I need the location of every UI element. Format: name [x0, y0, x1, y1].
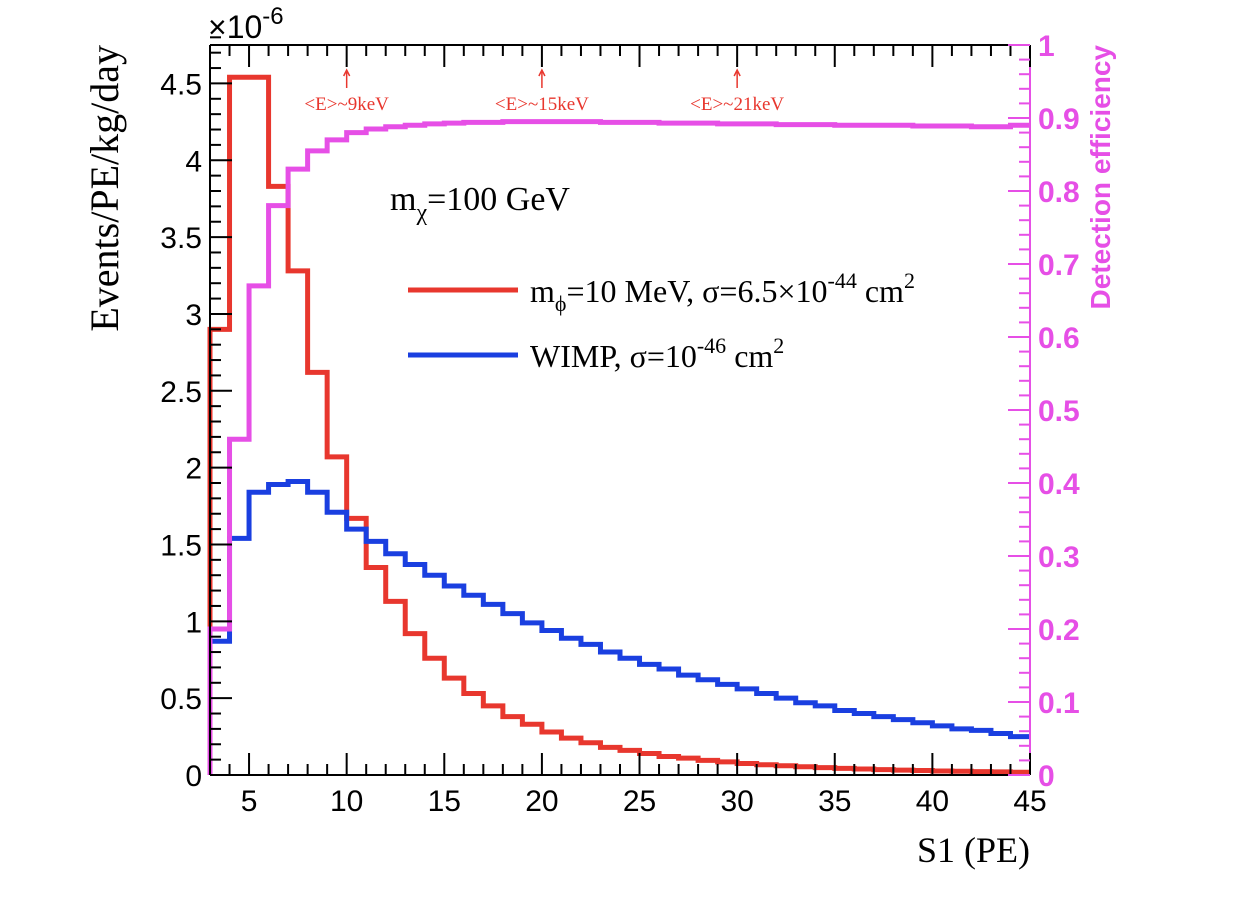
x-tick-label: 20 — [525, 785, 558, 818]
text-group: 5 10 15 20 25 30 35 40 4500.511.522.533.544.500.… — [82, 3, 1116, 870]
x-tick-label: 10 — [330, 785, 363, 818]
y2-tick-label: 0.1 — [1038, 687, 1080, 720]
x-tick-label: 5 — [241, 785, 258, 818]
y-tick-label: 1.5 — [160, 529, 202, 562]
y2-tick-label: 1 — [1038, 30, 1055, 63]
axes-group — [209, 36, 1031, 776]
y2-tick-label: 0.5 — [1038, 395, 1080, 428]
series-line-1 — [207, 478, 1030, 775]
y2-tick-label: 0 — [1038, 760, 1055, 793]
legend-label: mϕ=10 MeV, σ=6.5×10-44 cm2 — [530, 268, 915, 316]
mass-annotation: mχ=100 GeV — [390, 181, 570, 226]
y2-tick-label: 0.2 — [1038, 614, 1080, 647]
y2-tick-label: 0.8 — [1038, 176, 1080, 209]
x-tick-label: 40 — [916, 785, 949, 818]
y2-tick-label: 0.6 — [1038, 322, 1080, 355]
series-line-2 — [207, 119, 1030, 775]
y-tick-label: 3 — [185, 299, 202, 332]
y2-tick-label: 0.4 — [1038, 468, 1080, 501]
y-tick-label: 0.5 — [160, 683, 202, 716]
legend-label: WIMP, σ=10-46 cm2 — [530, 333, 784, 374]
y2-axis-label: Detection efficiency — [1085, 45, 1116, 310]
x-tick-label: 30 — [720, 785, 753, 818]
y2-tick-label: 0.9 — [1038, 103, 1080, 136]
y-axis-exponent: ×10-6 — [208, 3, 284, 45]
x-tick-label: 15 — [428, 785, 461, 818]
series-group — [207, 74, 1030, 775]
y-tick-label: 4 — [185, 145, 202, 178]
energy-marker-label: <E>~9keV — [304, 94, 389, 115]
y2-tick-label: 0.3 — [1038, 541, 1080, 574]
x-axis-label: S1 (PE) — [917, 830, 1030, 870]
x-tick-label: 45 — [1013, 785, 1046, 818]
energy-marker-arrowhead — [733, 68, 741, 77]
y-tick-label: 4.5 — [160, 68, 202, 101]
y-axis-label: Events/PE/kg/day — [82, 45, 127, 332]
energy-marker-label: <E>~21keV — [690, 94, 784, 115]
y-tick-label: 0 — [185, 760, 202, 793]
series-line-0 — [207, 74, 1030, 775]
energy-marker-arrowhead — [538, 68, 546, 77]
energy-marker-arrowhead — [342, 68, 351, 77]
x-tick-label: 35 — [818, 785, 851, 818]
y2-tick-label: 0.7 — [1038, 249, 1080, 282]
energy-marker-label: <E>~15keV — [495, 94, 589, 115]
y-tick-label: 2 — [185, 453, 202, 486]
y-tick-label: 2.5 — [160, 376, 202, 409]
y-tick-label: 1 — [185, 606, 202, 639]
y-tick-label: 3.5 — [160, 222, 202, 255]
x-tick-label: 25 — [623, 785, 656, 818]
